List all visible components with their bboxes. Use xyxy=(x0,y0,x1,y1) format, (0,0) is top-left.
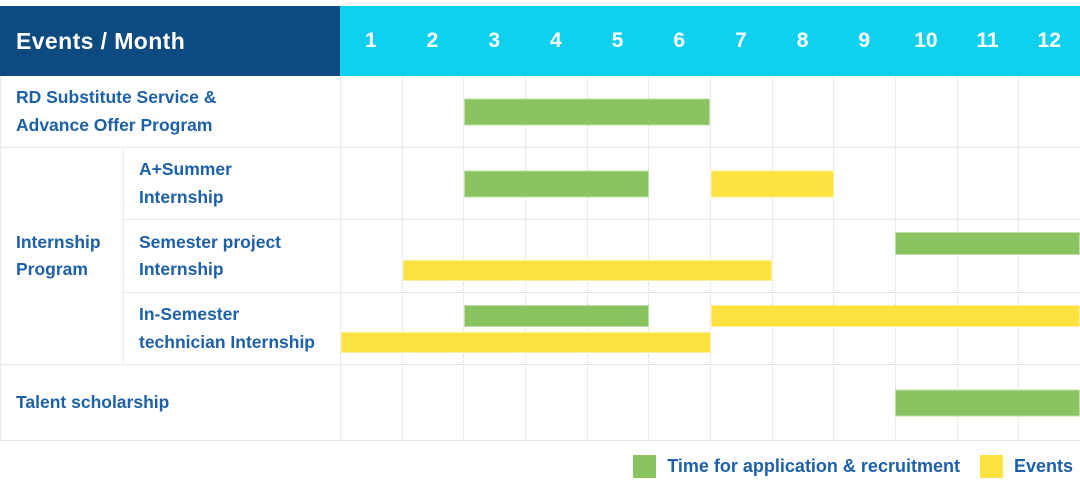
month-label-5: 5 xyxy=(611,29,624,52)
month-label-2: 2 xyxy=(426,29,439,52)
month-gridlines xyxy=(341,76,1080,441)
month-label-11: 11 xyxy=(976,29,999,52)
month-label-6: 6 xyxy=(673,29,686,52)
month-label-9: 9 xyxy=(858,29,871,52)
month-gridline-col xyxy=(958,76,1020,441)
month-label-10: 10 xyxy=(914,29,938,52)
row-label-line: A+Summer xyxy=(139,159,232,180)
in-semester-technician-internship-yellow-bar xyxy=(341,332,711,354)
row-label-line: Internship xyxy=(139,259,224,279)
table-title: Events / Month xyxy=(16,27,186,54)
talent-scholarship-green-bar xyxy=(895,389,1080,416)
row-label-line: technician Internship xyxy=(139,331,315,352)
month-gridline-col xyxy=(649,76,712,441)
row-label-line: RD Substitute Service & xyxy=(16,87,217,108)
group-label-line: Internship xyxy=(16,231,101,252)
month-gridline-col xyxy=(526,76,588,441)
month-gridline-col xyxy=(341,76,403,441)
a-plus-summer-internship-green-bar xyxy=(464,170,649,197)
legend-label: Events xyxy=(1013,456,1073,476)
table-body: RD Substitute Service & Advance Offer Pr… xyxy=(0,76,1080,441)
month-gridline-col xyxy=(834,76,897,441)
month-label-12: 12 xyxy=(1037,29,1061,52)
month-label-4: 4 xyxy=(550,29,562,52)
month-gridline-col xyxy=(773,76,835,441)
month-gridline-col xyxy=(403,76,465,441)
month-label-7: 7 xyxy=(735,29,747,52)
legend: Time for application & recruitment Event… xyxy=(633,455,1073,478)
row-label-rd-substitute-service: RD Substitute Service & Advance Offer Pr… xyxy=(1,76,341,148)
legend-item-events: Events xyxy=(979,455,1073,478)
row-label-semester-project-internship: Semester project Internship xyxy=(124,220,341,293)
month-label-1: 1 xyxy=(364,29,377,52)
timeline-row-talent-scholarship xyxy=(341,365,1080,441)
legend-item-application-recruitment: Time for application & recruitment xyxy=(633,455,960,478)
timeline-row-in-semester-technician-internship xyxy=(341,293,1080,365)
month-gridline-col xyxy=(711,76,773,441)
timeline-row-semester-project-internship xyxy=(341,220,1080,293)
row-label-line: Semester project xyxy=(139,231,282,252)
a-plus-summer-internship-yellow-bar xyxy=(710,170,834,197)
semester-project-internship-yellow-bar xyxy=(402,259,773,282)
row-label-line: Talent scholarship xyxy=(16,391,170,412)
row-label-line: Internship xyxy=(139,186,224,207)
month-gridline-col xyxy=(588,76,650,441)
month-label-8: 8 xyxy=(796,29,809,52)
group-label-line: Program xyxy=(16,259,88,279)
month-gridline-col xyxy=(896,76,958,441)
row-label-line: In-Semester xyxy=(139,304,240,325)
group-label-internship-program: Internship Program xyxy=(1,148,124,365)
green-swatch-icon xyxy=(633,455,657,478)
row-label-talent-scholarship: Talent scholarship xyxy=(1,365,341,441)
timeline-row-a-plus-summer-internship xyxy=(341,148,1080,220)
legend-label: Time for application & recruitment xyxy=(667,456,960,476)
month-gridline-col xyxy=(464,76,527,441)
events-month-header-cell: Events / Month xyxy=(0,6,340,76)
rd-substitute-service-green-bar xyxy=(464,98,711,125)
row-label-line: Advance Offer Program xyxy=(16,114,213,135)
month-label-3: 3 xyxy=(488,29,501,52)
month-header-row: 1 2 3 4 5 6 7 8 9 10 11 12 xyxy=(340,6,1080,76)
row-label-in-semester-technician-internship: In-Semester technician Internship xyxy=(124,293,341,365)
yellow-swatch-icon xyxy=(979,455,1003,478)
in-semester-technician-internship-green-bar xyxy=(464,305,649,328)
table-header: Events / Month 1 2 3 4 5 6 7 8 9 10 11 12 xyxy=(0,6,1080,76)
row-label-a-plus-summer-internship: A+Summer Internship xyxy=(124,148,341,220)
timeline-row-rd-substitute-service xyxy=(341,76,1080,148)
in-semester-technician-internship-yellow-bar xyxy=(710,305,1080,328)
semester-project-internship-green-bar xyxy=(895,232,1080,255)
